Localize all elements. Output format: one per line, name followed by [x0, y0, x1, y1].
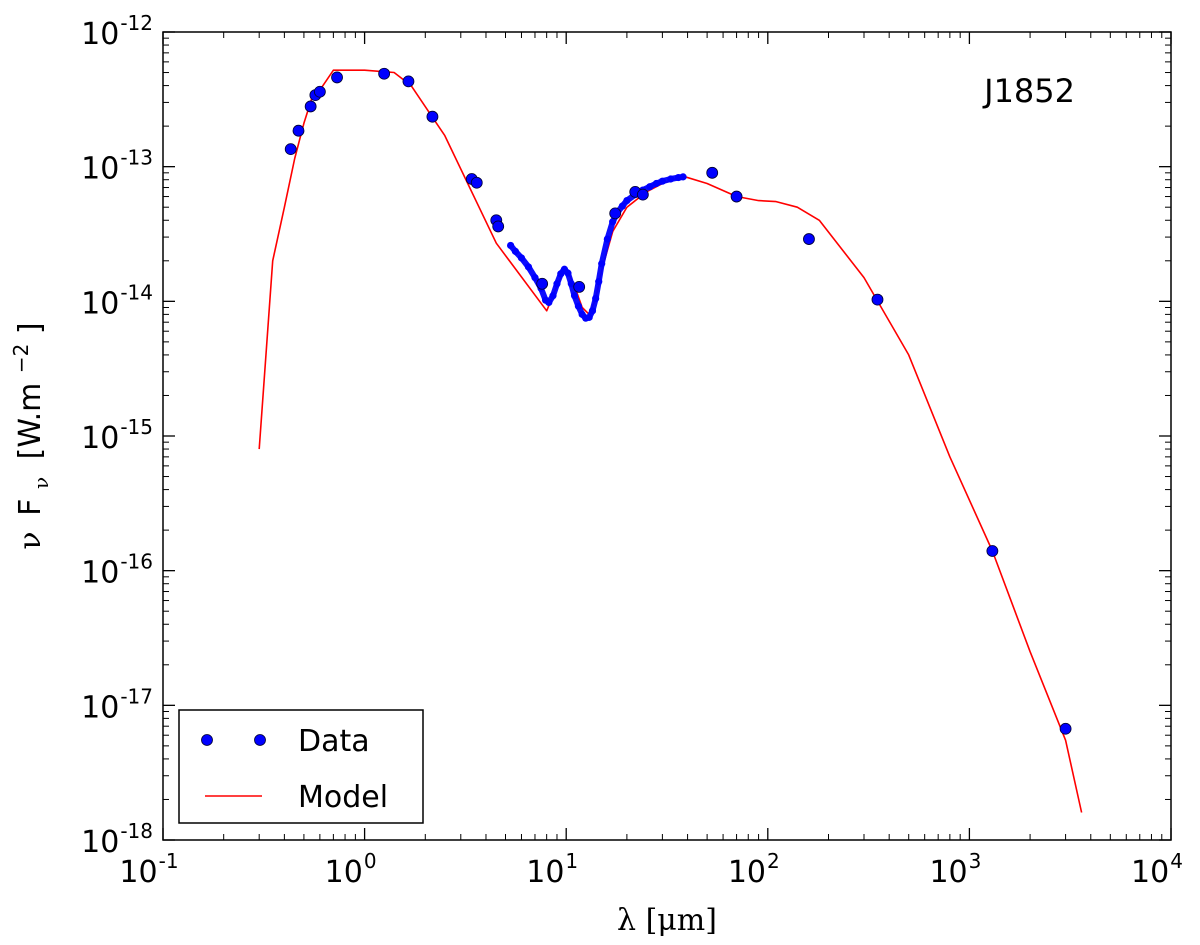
series-layer: [258, 67, 1083, 813]
spectrum-point: [570, 292, 579, 300]
data-point: [284, 143, 297, 156]
spectrum-point: [595, 278, 603, 286]
data-point: [313, 85, 326, 98]
data-point: [378, 67, 391, 80]
legend-data-label: Data: [298, 724, 370, 759]
data-point: [292, 124, 305, 137]
spectrum-point: [618, 202, 626, 210]
y-label-exp: −2: [9, 344, 33, 373]
spectrum-point: [603, 235, 611, 243]
data-point: [470, 176, 483, 189]
y-axis-label: ν F ν [W.m −2 ]: [1, 322, 56, 549]
y-tick-labels: 10-18 10-17 10-16 10-15 10-14 10-13 10-12: [81, 11, 153, 860]
x-axis-label: λ [μm]: [617, 903, 717, 938]
y-tick-label-6: 10-12: [81, 11, 153, 52]
legend-model-label: Model: [298, 780, 388, 815]
spectrum-point: [531, 274, 539, 282]
x-tick-label-4: 103: [929, 849, 981, 890]
spectrum-point: [553, 280, 561, 288]
legend-box: [178, 709, 424, 824]
y-label-sub: ν: [29, 477, 53, 489]
x-tick-label-0: 10-1: [119, 849, 178, 890]
x-tick-label-5: 104: [1131, 849, 1183, 890]
data-point: [706, 166, 719, 179]
spectrum-point: [564, 269, 572, 277]
spectrum-point: [545, 298, 553, 307]
y-tick-label-3: 10-15: [81, 415, 153, 456]
data-point: [492, 220, 505, 233]
source-annotation: J1852: [982, 72, 1075, 110]
spectrum-point: [585, 313, 593, 321]
data-point: [730, 190, 743, 203]
legend-data-marker-2: [254, 734, 266, 746]
spectrum-point: [588, 307, 597, 315]
y-tick-label-5: 10-13: [81, 146, 153, 187]
spectrum-point: [658, 177, 666, 185]
spectrum-point: [679, 173, 687, 181]
data-point: [636, 188, 649, 201]
legend: Data Model: [178, 709, 424, 824]
data-point: [304, 100, 317, 113]
spectrum-point: [507, 241, 515, 250]
data-point: [536, 277, 549, 290]
spectrum-point: [549, 292, 557, 300]
data-point: [1059, 722, 1072, 735]
spectrum-point: [609, 218, 617, 226]
x-tick-label-3: 102: [728, 849, 780, 890]
data-point: [803, 233, 815, 245]
axis-ticks: [162, 31, 1172, 841]
y-label-close: ]: [13, 322, 48, 334]
data-point: [573, 280, 586, 293]
data-point: [402, 75, 415, 88]
spectrum-point: [567, 280, 575, 288]
legend-data-marker-1: [201, 734, 213, 746]
y-label-nu: ν: [13, 531, 48, 549]
spectrum-point: [667, 175, 675, 183]
data-point: [871, 293, 884, 306]
spectrum-point: [652, 179, 660, 188]
data-point: [986, 545, 999, 557]
spectrum-point: [598, 260, 606, 268]
y-label-unit: [W.m: [13, 383, 48, 460]
x-tick-label-1: 100: [325, 849, 377, 890]
data-point: [609, 207, 622, 220]
y-tick-label-2: 10-16: [81, 550, 153, 591]
spectrum-point: [511, 247, 520, 255]
x-tick-labels: 10-1 100 101 102 103 104: [119, 849, 1183, 890]
spectrum-point: [574, 302, 583, 310]
spectrum-point: [592, 294, 600, 303]
y-tick-label-0: 10-18: [81, 819, 153, 860]
spectrum-point: [623, 196, 631, 205]
spectrum-point: [646, 183, 654, 191]
y-tick-label-1: 10-17: [81, 684, 153, 725]
x-tick-label-2: 101: [526, 849, 578, 890]
spectrum-point: [517, 254, 526, 262]
spectrum-point: [524, 263, 533, 271]
data-point: [426, 110, 439, 123]
y-label-F: F: [13, 499, 48, 516]
data-point: [331, 71, 343, 84]
y-tick-label-4: 10-14: [81, 280, 153, 321]
